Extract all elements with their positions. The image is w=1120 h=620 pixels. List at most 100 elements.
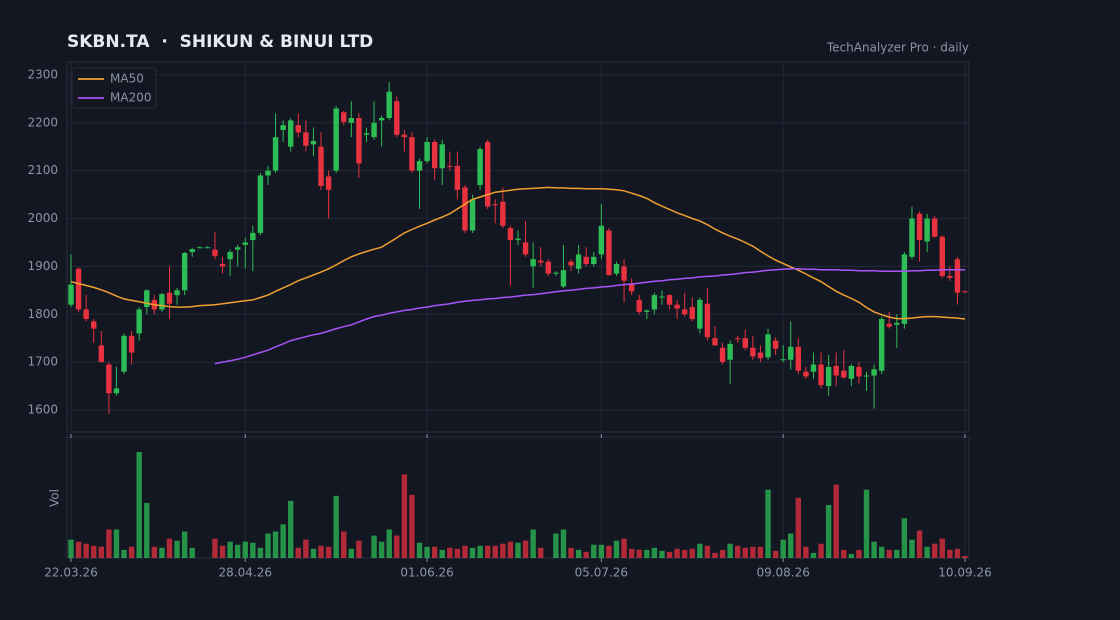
volume-bar <box>954 548 961 558</box>
y-tick-label: 1900 <box>27 259 58 273</box>
chart-title: SKBN.TA · SHIKUN & BINUI LTD <box>67 32 373 52</box>
candle-body <box>409 137 415 171</box>
candle-body <box>863 375 870 377</box>
candle-body <box>348 118 355 123</box>
volume-bar <box>939 538 945 558</box>
candle-body <box>553 272 559 274</box>
candle-body <box>681 309 688 315</box>
volume-bar <box>772 550 779 558</box>
y-tick-label: 2300 <box>27 67 58 81</box>
candle-body <box>181 252 188 291</box>
candle-body <box>886 323 892 327</box>
volume-bar <box>219 545 226 558</box>
y-tick-label: 1700 <box>27 355 58 369</box>
candle-body <box>325 176 332 190</box>
volume-bar <box>894 549 900 558</box>
volume-bar <box>484 545 491 558</box>
volume-bar <box>606 545 612 558</box>
volume-bar <box>68 539 74 558</box>
candle-body <box>386 91 392 119</box>
volume-bar <box>538 547 544 558</box>
candle-body <box>780 359 786 361</box>
volume-bar <box>901 518 908 558</box>
x-tick-label: 05.07.26 <box>575 566 628 580</box>
candle-body <box>659 296 665 298</box>
volume-bar <box>333 495 339 558</box>
candle-body <box>227 252 233 260</box>
x-tick-label: 09.08.26 <box>756 566 809 580</box>
candle-body <box>644 310 650 312</box>
candle-body <box>606 230 612 276</box>
volume-bar <box>469 547 476 558</box>
candle-body <box>174 290 180 296</box>
volume-bar <box>280 524 286 558</box>
candle-body <box>560 270 567 287</box>
volume-bar <box>712 552 718 558</box>
candle-body <box>825 366 832 387</box>
volume-bar <box>613 540 620 558</box>
volume-bar <box>871 541 877 558</box>
candle-body <box>212 249 218 256</box>
volume-bar <box>795 497 802 558</box>
volume-bar <box>242 541 248 558</box>
y-tick-label: 1600 <box>27 402 58 416</box>
volume-bar <box>818 543 824 558</box>
volume-bar <box>644 549 650 558</box>
legend-label: MA200 <box>110 91 151 105</box>
candle-body <box>378 118 385 121</box>
candle-body <box>272 137 279 171</box>
candle-body <box>310 140 317 145</box>
volume-bar <box>424 546 430 558</box>
x-tick-label: 22.03.26 <box>44 566 97 580</box>
volume-bar <box>310 548 317 558</box>
volume-bar <box>174 540 180 558</box>
volume-bar <box>303 539 309 558</box>
candle-body <box>394 101 400 135</box>
candle-body <box>204 247 211 249</box>
candle-body <box>712 338 718 346</box>
volume-bar <box>530 529 536 558</box>
volume-bar <box>325 546 332 558</box>
volume-bar <box>841 549 847 558</box>
candle-body <box>704 303 711 338</box>
volume-bar <box>515 542 521 558</box>
volume-bar <box>962 555 968 558</box>
volume-bar <box>553 533 559 558</box>
candle-body <box>962 291 968 293</box>
candle-body <box>621 266 627 281</box>
volume-bar <box>265 533 271 558</box>
candle-body <box>98 345 105 363</box>
candle-body <box>810 364 817 372</box>
candle-body <box>931 218 938 237</box>
volume-bar <box>250 542 256 558</box>
volume-bar <box>288 500 294 558</box>
candle-body <box>189 249 195 253</box>
candle-body <box>628 283 635 292</box>
candle-body <box>848 365 855 379</box>
candle-body <box>166 292 173 304</box>
volume-bar <box>189 547 195 558</box>
candle-body <box>469 199 476 231</box>
volume-bar <box>947 549 953 558</box>
candle-body <box>484 141 491 207</box>
candle-body <box>477 149 483 186</box>
volume-bar <box>394 535 400 558</box>
volume-bar <box>136 452 142 558</box>
candle-body <box>416 161 423 171</box>
volume-bar <box>863 489 870 558</box>
candle-body <box>666 295 673 305</box>
volume-bar <box>568 547 574 558</box>
candle-body <box>250 232 256 241</box>
candle-body <box>462 187 468 231</box>
y-tick-label: 2000 <box>27 211 58 225</box>
candle-body <box>341 112 347 122</box>
candle-body <box>788 346 794 360</box>
volume-bar <box>356 540 362 558</box>
volume-bar <box>727 543 733 558</box>
volume-bar <box>810 552 817 558</box>
volume-bar <box>689 548 695 558</box>
candle-body <box>515 238 521 241</box>
volume-bar <box>83 543 89 558</box>
candle-body <box>530 259 536 267</box>
candle-body <box>545 261 552 274</box>
